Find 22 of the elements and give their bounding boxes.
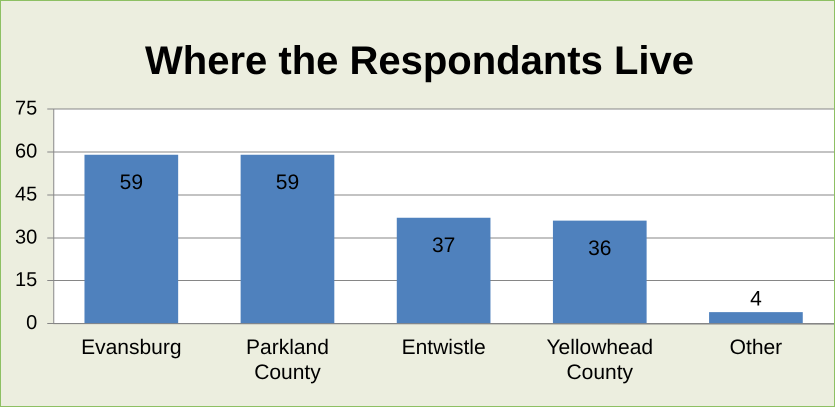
data-label: 59	[276, 171, 300, 194]
x-tick-label: Other	[730, 336, 782, 359]
data-label: 59	[120, 171, 143, 194]
bar	[709, 312, 803, 324]
x-tick-label: Yellowhead County	[546, 336, 654, 384]
x-tick-label: Entwistle	[402, 336, 486, 359]
chart-title: Where the Respondants Live	[145, 39, 694, 84]
data-label: 37	[432, 234, 456, 258]
x-tick-label: Parkland County	[246, 336, 329, 384]
data-label: 36	[588, 236, 612, 260]
y-tick-label: 0	[26, 312, 38, 334]
bar	[84, 154, 178, 324]
y-tick-label: 30	[14, 226, 38, 248]
y-tick-label: 75	[14, 98, 38, 120]
y-tick-label: 15	[14, 269, 38, 292]
bar	[240, 154, 334, 324]
bar	[552, 220, 647, 324]
bar	[396, 218, 490, 324]
x-tick-label: Evansburg	[81, 336, 182, 359]
data-label: 4	[750, 287, 762, 310]
y-tick-label: 45	[14, 183, 38, 206]
y-tick-label: 60	[14, 140, 38, 162]
